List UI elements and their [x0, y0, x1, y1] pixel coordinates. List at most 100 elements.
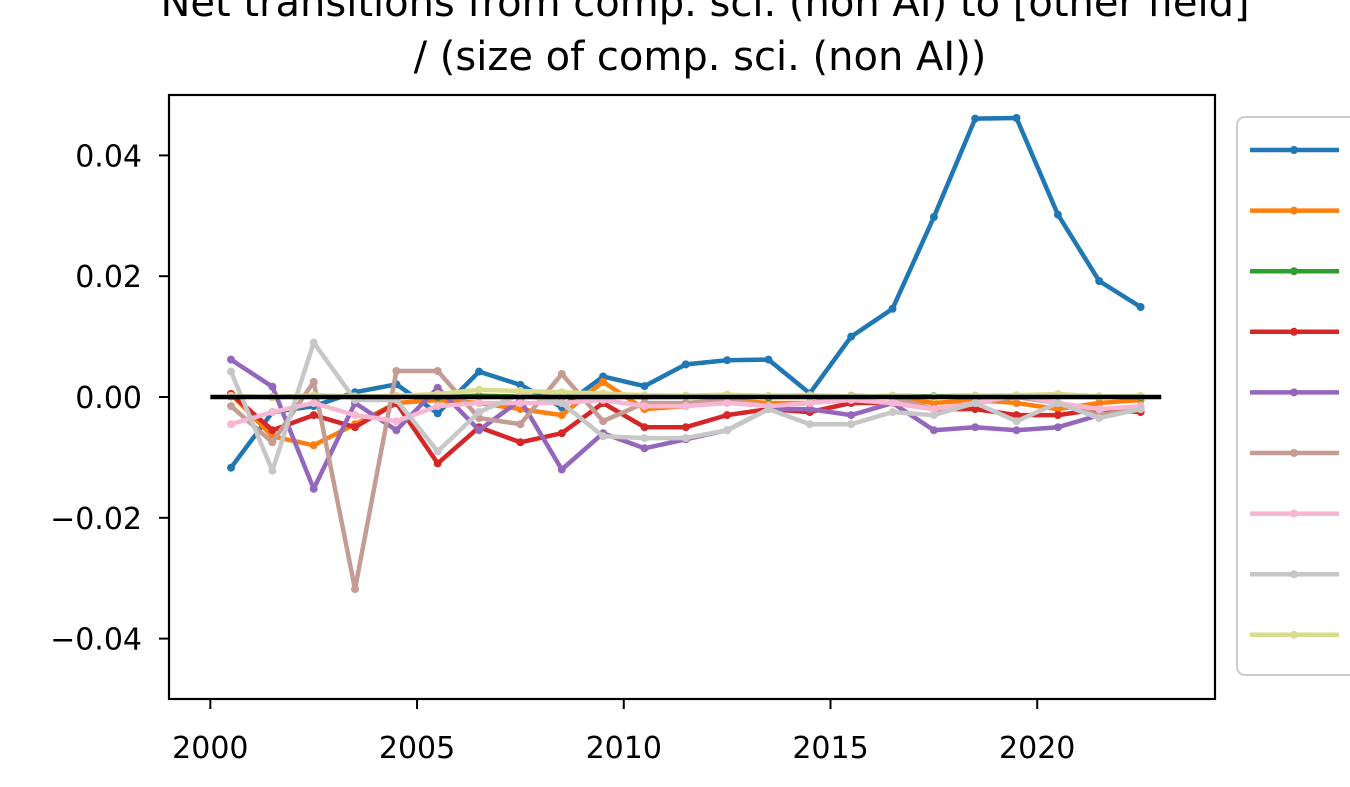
- series-8: [227, 338, 1145, 475]
- series-1-point: [764, 355, 773, 364]
- series-8-point: [1095, 414, 1104, 423]
- series-7-point: [227, 420, 235, 429]
- series-4-point: [433, 459, 442, 468]
- series-5-point: [227, 355, 235, 364]
- series-1-point: [1053, 210, 1062, 219]
- series-7-point: [433, 402, 442, 411]
- series-5-point: [640, 444, 649, 453]
- y-axis: 0.04 0.02 0.00 −0.02 −0.04: [50, 139, 169, 658]
- series-5-point: [557, 465, 566, 474]
- series-4-point: [1012, 411, 1021, 420]
- series-8-point: [847, 420, 856, 429]
- series-5-point: [971, 423, 980, 432]
- x-tick-label: 2020: [999, 731, 1075, 766]
- legend-marker-2: [1290, 206, 1298, 215]
- series-4-point: [723, 411, 732, 420]
- legend: [1236, 116, 1350, 676]
- legend-marker-8: [1290, 570, 1298, 579]
- legend-marker-9: [1290, 630, 1298, 639]
- legend-marker-1: [1290, 146, 1298, 154]
- series-8-point: [640, 434, 649, 443]
- series-6-point: [392, 367, 401, 375]
- series-7-point: [929, 405, 938, 414]
- series-6-point: [557, 370, 566, 378]
- series-7-point: [681, 402, 690, 411]
- series-8-point: [557, 399, 566, 407]
- series-1-point: [723, 356, 732, 365]
- x-tick-label: 2010: [586, 731, 662, 766]
- series-6-point: [351, 585, 359, 594]
- series-8-point: [723, 426, 732, 435]
- series-4-point: [309, 411, 318, 420]
- legend-marker-5: [1290, 388, 1298, 397]
- series-2-point: [1012, 399, 1021, 407]
- series-4-point: [681, 423, 690, 432]
- series-1-point: [227, 463, 235, 472]
- legend-marker-4: [1290, 327, 1298, 336]
- y-tick-label: 0.00: [75, 381, 142, 416]
- series-4-point: [640, 423, 649, 432]
- series-1-point: [475, 367, 484, 376]
- series-6-point: [227, 402, 235, 411]
- series-8-point: [475, 408, 484, 417]
- plot-area: [167, 93, 1217, 701]
- series-1-point: [1012, 114, 1021, 122]
- series-5-point: [1053, 423, 1062, 432]
- series-5-point: [929, 426, 938, 435]
- series-1-point: [681, 360, 690, 369]
- series-8-point: [1136, 405, 1145, 414]
- x-tick-label: 2005: [379, 731, 455, 766]
- series-5-point: [309, 484, 318, 493]
- series-8-point: [599, 432, 608, 441]
- series-6-point: [433, 367, 442, 375]
- series-8-point: [805, 420, 814, 429]
- series-8-point: [681, 434, 690, 443]
- x-tick-label: 2015: [792, 731, 868, 766]
- chart-title-line-2: / (size of comp. sci. (non AI)): [414, 34, 987, 80]
- series-8-point: [888, 408, 897, 417]
- legend-marker-3: [1290, 267, 1298, 276]
- y-tick-label: 0.02: [75, 260, 142, 295]
- series-4-point: [516, 438, 525, 447]
- legend-marker-6: [1290, 449, 1298, 457]
- series-7-point: [805, 399, 814, 407]
- series-2-point: [557, 411, 566, 420]
- series-6-point: [309, 377, 318, 386]
- series-7-point: [723, 399, 732, 407]
- series-6-point: [599, 417, 608, 426]
- series-2-point: [599, 377, 608, 386]
- series-5-point: [433, 383, 442, 392]
- series-7-point: [475, 399, 484, 407]
- series-8-point: [227, 367, 235, 376]
- series-7-point: [640, 402, 649, 411]
- series-8-point: [971, 399, 980, 407]
- series-7-point: [888, 399, 897, 407]
- series-1-point: [847, 332, 856, 341]
- series-9-point: [475, 385, 484, 394]
- series-1-point: [516, 380, 525, 389]
- series-7-point: [516, 399, 525, 407]
- series-7-point: [268, 408, 277, 417]
- series-7-point: [351, 411, 359, 420]
- series-1-point: [929, 213, 938, 221]
- legend-marker-7: [1290, 509, 1298, 518]
- x-axis: 2000 2005 2010 2015 2020: [172, 699, 1075, 766]
- series-4-point: [557, 429, 566, 438]
- series-7-point: [1095, 405, 1104, 414]
- y-tick-label: −0.02: [50, 502, 142, 537]
- series-7-point: [392, 417, 401, 426]
- series-8-point: [1053, 399, 1062, 407]
- series-2-point: [1095, 399, 1104, 407]
- series-5-point: [847, 411, 856, 420]
- series-5-point: [475, 426, 484, 435]
- chart-title-line-1: Net transitions from comp. sci. (non AI)…: [160, 0, 1249, 26]
- series-2-point: [929, 399, 938, 407]
- series-4-point: [1053, 411, 1062, 420]
- series-1-point: [1136, 303, 1145, 311]
- series-8-point: [309, 338, 318, 347]
- chart-title: Net transitions from comp. sci. (non AI)…: [160, 0, 1249, 80]
- series-1-point: [433, 409, 442, 418]
- series-5-point: [1012, 426, 1021, 435]
- series-1-point: [971, 114, 980, 123]
